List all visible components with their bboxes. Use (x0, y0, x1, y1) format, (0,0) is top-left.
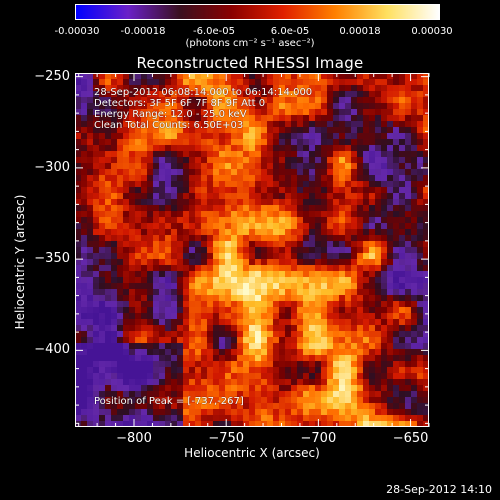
annotation-peak: Position of Peak = [-737,-267] (94, 396, 244, 407)
annotation-detectors: Detectors: 3F 5F 6F 7F 8F 9F Att 0 (94, 98, 266, 109)
colorbar-tick-label: -6.0e-05 (193, 26, 235, 37)
y-tick-label: −300 (34, 159, 70, 175)
annotation-energy: Energy Range: 12.0 - 25.0 keV (94, 109, 247, 120)
heatmap-image (75, 73, 429, 427)
annotation-time: 28-Sep-2012 06:08:14.000 to 06:14:14.000 (94, 87, 313, 98)
colorbar-tick-label: 0.00018 (339, 26, 381, 37)
colorbar-tick-label: 6.0e-05 (270, 26, 310, 37)
colorbar-tick-label: -0.00018 (120, 26, 166, 37)
y-tick-label: −350 (34, 251, 70, 267)
colorbar-tick-label: -0.00030 (54, 26, 100, 37)
x-tick-label: −750 (208, 431, 245, 446)
y-axis-label: Heliocentric Y (arcsec) (13, 194, 27, 330)
annotation-clean: Clean Total Counts: 6.50E+03 (94, 120, 244, 131)
x-axis-label: Heliocentric X (arcsec) (184, 446, 320, 460)
x-tick-label: −800 (116, 431, 152, 446)
colorbar (75, 4, 440, 20)
x-tick-label: −650 (392, 431, 429, 446)
y-tick-label: −250 (34, 68, 70, 84)
footer-timestamp: 28-Sep-2012 14:10 (386, 483, 492, 496)
y-tick-label: −400 (34, 342, 70, 358)
chart-title: Reconstructed RHESSI Image (136, 54, 364, 72)
x-tick-label: −700 (300, 431, 337, 446)
heatmap-plot: 28-Sep-2012 06:08:14.000 to 06:14:14.000… (75, 73, 429, 427)
colorbar-tick-label: 0.00030 (411, 26, 453, 37)
colorbar-units: (photons cm⁻² s⁻¹ asec⁻²) (185, 38, 315, 49)
